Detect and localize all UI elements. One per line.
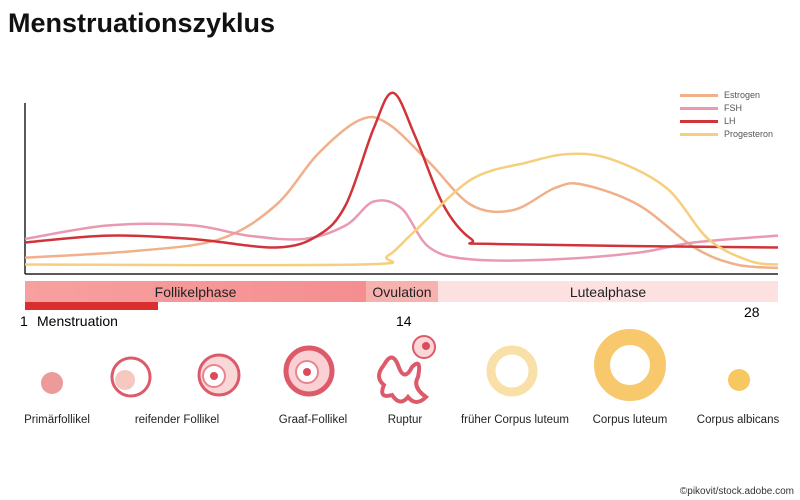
graaf-follicle-icon (197, 353, 241, 397)
series-line-estrogen (24, 115, 779, 270)
menstruation-bar (25, 302, 158, 310)
stage-label: Corpus luteum (592, 414, 668, 426)
hormone-chart (24, 91, 779, 275)
phase-ovulation: Ovulation (366, 281, 438, 302)
day-start: 1 (20, 313, 28, 329)
maturing-follicle-icon (110, 356, 152, 398)
credit: ©pikovit/stock.adobe.com (679, 486, 794, 497)
page-title: Menstruationszyklus (8, 8, 276, 38)
stage-label: Graaf-Follikel (278, 414, 348, 426)
day-end: 28 (744, 304, 760, 320)
corpus-luteum-icon (594, 329, 666, 401)
graaf-follicle-icon-2 (283, 345, 335, 397)
stage-label: früher Corpus luteum (460, 414, 570, 426)
series-line-lh (24, 91, 779, 249)
legend-fsh: FSH (680, 103, 742, 113)
phase-follicular: Follikelphase (25, 281, 366, 302)
early-corpus-luteum-icon (486, 345, 538, 397)
primary-follicle-icon (41, 372, 63, 394)
series-line-progesteron (24, 152, 779, 267)
legend-progesteron: Progesteron (680, 129, 773, 139)
stage-label: Ruptur (387, 414, 423, 426)
follicle-illustrations (41, 329, 750, 404)
phase-luteal: Lutealphase (438, 281, 778, 302)
legend-lh: LH (680, 116, 736, 126)
stage-label: Corpus albicans (696, 414, 780, 426)
rupture-icon (377, 335, 436, 404)
legend-estrogen: Estrogen (680, 90, 760, 100)
stage-label: reifender Follikel (134, 414, 220, 426)
day-ovulation: 14 (396, 313, 412, 329)
menstruation-label: Menstruation (37, 313, 118, 329)
series-line-fsh (24, 199, 779, 262)
corpus-albicans-icon (728, 369, 750, 391)
stage-label: Primärfollikel (24, 414, 90, 426)
